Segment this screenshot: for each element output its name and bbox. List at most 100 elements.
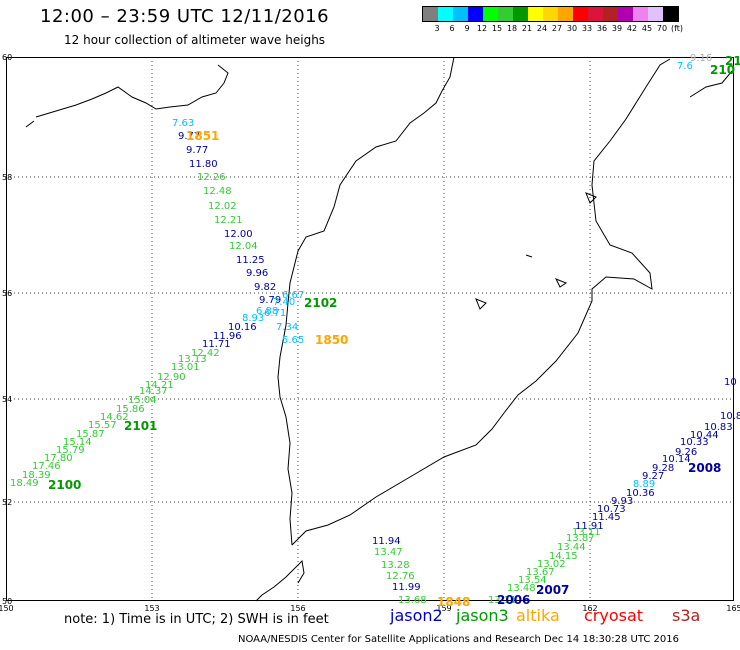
- swh-value: 6.67: [282, 290, 305, 301]
- colorbar-label: 30: [566, 24, 578, 33]
- swh-value: 12.02: [208, 201, 237, 212]
- swh-value: 14.21: [145, 380, 174, 391]
- swh-value: 12.48: [203, 186, 232, 197]
- swh-value: 13.54: [518, 575, 547, 586]
- colorbar-swatch: [438, 7, 453, 21]
- swh-value: 18.39: [22, 470, 51, 481]
- colorbar-swatch: [618, 7, 633, 21]
- colorbar-label: 18: [506, 24, 518, 33]
- swh-value: 12.00: [224, 229, 253, 240]
- colorbar-swatch: [483, 7, 498, 21]
- swh-value: 13.13: [178, 354, 207, 365]
- pass-time-label: 2008: [688, 461, 722, 475]
- wave-height-colorbar: [422, 6, 679, 22]
- swh-value: 10.44: [690, 430, 719, 441]
- swh-value: 9.79: [259, 295, 282, 306]
- swh-value: 10.33: [680, 437, 709, 448]
- colorbar-swatch: [663, 7, 678, 21]
- lat-lon-grid: [6, 57, 734, 601]
- lon-tick-label: 165: [726, 604, 740, 613]
- swh-value: 7.6: [677, 61, 693, 72]
- colorbar-swatch: [468, 7, 483, 21]
- swh-value: 11.99: [392, 582, 421, 593]
- swh-value: 10.16: [228, 322, 257, 333]
- pass-time-label: 2101: [124, 419, 158, 433]
- swh-value: 11.71: [202, 339, 231, 350]
- swh-value: 12.76: [386, 571, 415, 582]
- lon-tick-label: 156: [290, 604, 306, 613]
- lat-tick-label: 50: [2, 597, 13, 606]
- swh-value: 9.96: [246, 268, 269, 279]
- lat-tick-label: 58: [2, 173, 13, 182]
- pass-time-label: 2102: [304, 296, 338, 310]
- swh-value: 18.49: [10, 478, 39, 489]
- swh-value: 13.67: [526, 567, 555, 578]
- colorbar-swatch: [513, 7, 528, 21]
- swh-value: 7.34: [276, 322, 299, 333]
- swh-value: 11.91: [575, 521, 604, 532]
- lat-tick-label: 56: [2, 289, 13, 298]
- map-frame: [6, 57, 734, 602]
- swh-value: 5.65: [282, 335, 305, 346]
- lat-tick-label: 52: [2, 498, 13, 507]
- swh-value: 17.46: [32, 461, 61, 472]
- swh-value: 15.04: [128, 395, 157, 406]
- colorbar-label: 36: [596, 24, 608, 33]
- pass-time-label: 2006: [497, 593, 531, 607]
- swh-value: 9.82: [254, 282, 277, 293]
- lon-tick-label: 150: [0, 604, 14, 613]
- swh-value: 14.37: [139, 386, 168, 397]
- colorbar-swatch: [543, 7, 558, 21]
- pass-time-label: 210: [710, 63, 736, 77]
- swh-value: 15.87: [76, 429, 105, 440]
- colorbar-swatch: [603, 7, 618, 21]
- colorbar-swatch: [528, 7, 543, 21]
- colorbar-label: 24: [536, 24, 548, 33]
- colorbar-swatch: [648, 7, 663, 21]
- pass-time-label: 2100: [48, 478, 82, 492]
- swh-value: 13.11: [572, 527, 601, 538]
- swh-value: 13.87: [566, 533, 595, 544]
- footer-credit: NOAA/NESDIS Center for Satellite Applica…: [238, 634, 680, 645]
- colorbar-swatch: [573, 7, 588, 21]
- swh-value: 10.36: [626, 488, 655, 499]
- colorbar-label: 3: [434, 24, 440, 33]
- swh-value: 7.40: [273, 297, 296, 308]
- colorbar-label: 39: [611, 24, 623, 33]
- colorbar-label: 27: [551, 24, 563, 33]
- swh-value: 10.82: [720, 411, 740, 422]
- swh-value: 12.42: [191, 348, 220, 359]
- legend-s3a: s3a: [672, 606, 701, 625]
- colorbar-swatch: [558, 7, 573, 21]
- lon-tick-label: 153: [144, 604, 160, 613]
- colorbar-swatch: [588, 7, 603, 21]
- swh-value: 14.15: [549, 551, 578, 562]
- colorbar-label: (ft): [670, 24, 684, 33]
- colorbar-label: 33: [581, 24, 593, 33]
- colorbar-label: 45: [641, 24, 653, 33]
- swh-value: 10.83: [704, 422, 733, 433]
- colorbar-label: 15: [491, 24, 503, 33]
- swh-value: 13.11: [488, 595, 517, 606]
- swh-value: 6.88: [256, 306, 279, 317]
- swh-value: 13.02: [537, 559, 566, 570]
- lon-tick-label: 162: [582, 604, 598, 613]
- swh-value: 9.77: [186, 145, 209, 156]
- colorbar-label: 9: [464, 24, 470, 33]
- swh-value: 11.94: [372, 536, 401, 547]
- lat-tick-label: 54: [2, 395, 13, 404]
- colorbar-label: 42: [626, 24, 638, 33]
- pass-time-label: 1850: [315, 333, 349, 347]
- lon-tick-label: 159: [436, 604, 452, 613]
- swh-value: 13.01: [171, 362, 200, 373]
- swh-value: 13.47: [374, 547, 403, 558]
- swh-value: 14.62: [100, 412, 129, 423]
- colorbar-swatch: [453, 7, 468, 21]
- pass-time-label: 2007: [536, 583, 570, 597]
- swh-value: 12.26: [197, 172, 226, 183]
- colorbar-swatch: [423, 7, 438, 21]
- swh-value: 15.14: [63, 437, 92, 448]
- pass-time-label: 21: [725, 54, 740, 68]
- swh-value: 9.28: [652, 463, 675, 474]
- swh-value: 12.90: [157, 372, 186, 383]
